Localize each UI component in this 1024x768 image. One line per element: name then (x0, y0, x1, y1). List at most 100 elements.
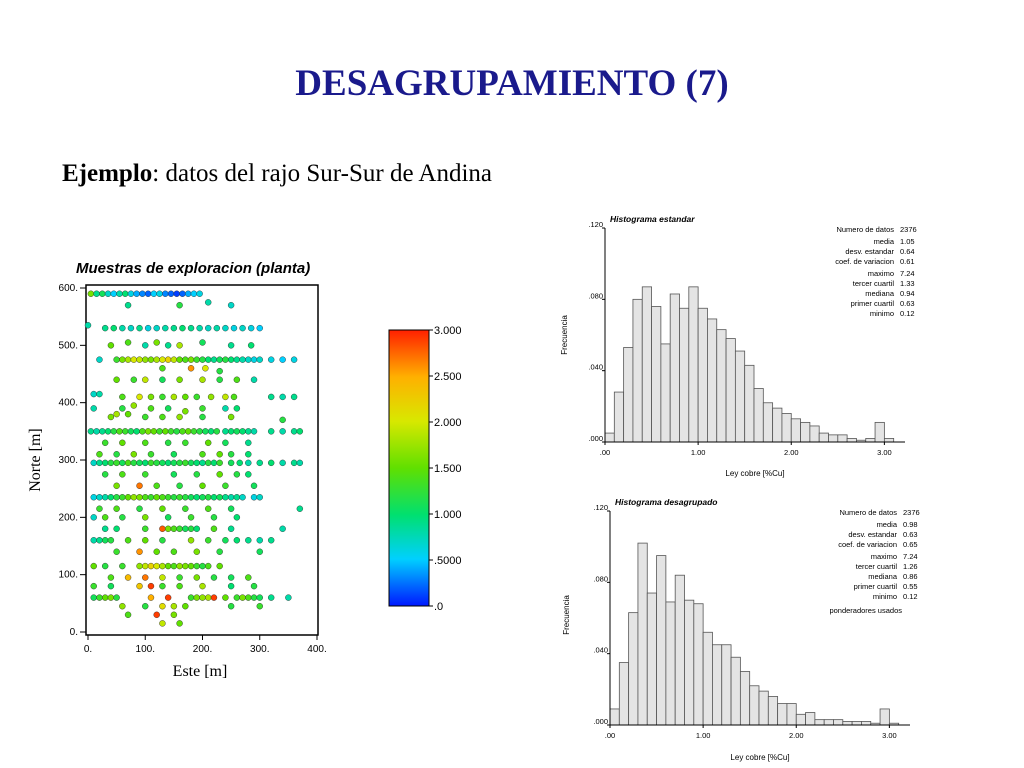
sample-point (119, 356, 126, 363)
histogram-bar (716, 329, 727, 443)
sample-point (182, 525, 189, 532)
sample-point (124, 302, 132, 309)
sample-point (170, 393, 178, 401)
sample-point (190, 428, 198, 435)
x-tick-label: 2.00 (784, 448, 799, 457)
stat-label: mediana (865, 289, 895, 298)
sample-point (193, 562, 200, 570)
stat-label: media (877, 520, 898, 529)
histogram-bars (609, 542, 900, 726)
stat-value: 0.61 (900, 257, 915, 266)
x-axis-label: Ley cobre [%Cu] (725, 469, 784, 478)
histogram-bar (674, 574, 685, 726)
histogram-bar (790, 418, 801, 443)
y-axis-label: Frecuencia (562, 595, 571, 635)
sample-point (296, 428, 304, 435)
sample-point (164, 594, 172, 601)
sample-point (153, 339, 160, 346)
sample-point (205, 537, 212, 544)
sample-point (279, 356, 286, 363)
sample-point (104, 290, 112, 297)
sample-point (256, 324, 263, 332)
sample-point (187, 324, 195, 332)
sample-point (136, 393, 143, 401)
x-axis-label: Ley cobre [%Cu] (730, 753, 789, 762)
sample-point (142, 603, 149, 610)
sample-point (156, 290, 163, 297)
sample-point (90, 459, 97, 467)
sample-point (210, 594, 218, 601)
y-tick-label: .080 (593, 574, 608, 583)
sample-point (187, 562, 195, 570)
sample-point (222, 537, 229, 544)
stat-value: 0.65 (903, 540, 918, 549)
sample-point (133, 290, 140, 297)
sample-point (147, 594, 155, 601)
histogram-bar (684, 599, 695, 726)
sample-point (113, 525, 120, 532)
stat-value: 0.86 (903, 572, 918, 581)
sample-point (124, 494, 132, 501)
sample-point (119, 439, 126, 447)
histogram-bar (865, 438, 876, 443)
sample-point (173, 290, 180, 297)
sample-point (279, 525, 286, 532)
histogram-bar (861, 721, 872, 726)
stat-label: minimo (870, 309, 894, 318)
histogram-bar (879, 708, 890, 726)
sample-point (144, 428, 152, 435)
histogram-bar (814, 719, 825, 726)
sample-point (222, 405, 229, 412)
sample-point (199, 356, 206, 363)
sample-point (182, 494, 189, 501)
sample-point (113, 376, 120, 383)
sample-point (233, 514, 241, 521)
histogram-bars (604, 286, 895, 443)
sample-point (90, 405, 97, 412)
sample-point (116, 428, 123, 435)
sample-point (279, 428, 286, 435)
sample-point (210, 514, 218, 521)
histogram-bar (712, 644, 723, 726)
sample-point (227, 525, 235, 532)
sample-point (164, 562, 172, 570)
histogram-standard: Histograma estandar .000 .040 .080 .120 .00 1… (560, 214, 917, 478)
sample-point (290, 459, 298, 467)
sample-point (182, 505, 189, 512)
sample-point (130, 356, 138, 363)
stat-label: coef. de variacion (838, 540, 897, 549)
sample-point (256, 494, 263, 501)
histogram-bar (833, 719, 844, 726)
sample-point (216, 562, 223, 570)
sample-point (216, 356, 223, 363)
sample-point (164, 342, 172, 349)
sample-point (176, 525, 183, 532)
sample-point (130, 376, 138, 383)
sample-point (147, 582, 155, 590)
sample-point (187, 594, 195, 601)
stat-value: 0.55 (903, 582, 918, 591)
sample-point (179, 290, 186, 297)
sample-point (167, 290, 175, 297)
sample-point (210, 574, 218, 581)
y-axis-label: Frecuencia (560, 315, 569, 355)
sample-point (233, 376, 241, 383)
sample-point (96, 356, 103, 363)
sample-point (182, 459, 189, 467)
sample-point (196, 290, 203, 297)
sample-point (199, 594, 206, 601)
sample-point (153, 482, 160, 490)
stat-value: 2376 (903, 508, 920, 517)
histogram-bar (749, 685, 760, 726)
stat-value: 7.24 (903, 552, 918, 561)
sample-point (233, 471, 241, 478)
histogram-bar (604, 432, 615, 443)
sample-point (153, 611, 160, 618)
sample-point (96, 505, 103, 512)
histogram-bar (656, 555, 667, 726)
sample-point (290, 393, 298, 401)
sample-point (285, 594, 292, 601)
sample-point (159, 603, 166, 610)
sample-point (184, 290, 192, 297)
sample-point (170, 494, 178, 501)
